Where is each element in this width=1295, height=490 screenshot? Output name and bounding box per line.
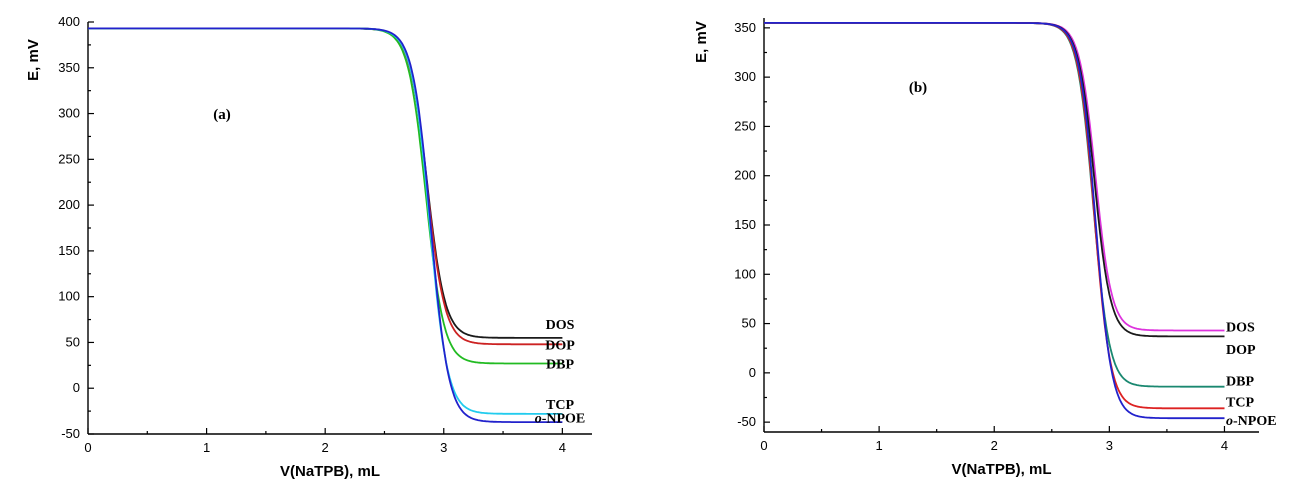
- x-tick-label: 3: [440, 440, 447, 455]
- y-tick-label: 350: [58, 60, 80, 75]
- x-tick-label: 4: [1221, 438, 1228, 453]
- series-line-dop: [88, 27, 563, 346]
- series-label-prefix: o: [1226, 414, 1233, 429]
- series-label-o-npoe: o-NPOE: [535, 412, 586, 427]
- y-tick-label: 250: [734, 118, 756, 133]
- series-label-text: DOP: [1226, 343, 1256, 358]
- x-tick-label: 2: [991, 438, 998, 453]
- y-tick-label: -50: [61, 426, 80, 441]
- y-axis-title: E, mV: [693, 21, 710, 63]
- series-label-text: DOS: [546, 318, 575, 333]
- y-tick-label: 350: [734, 20, 756, 35]
- series-line-dop: [764, 22, 1225, 338]
- x-tick-label: 3: [1106, 438, 1113, 453]
- y-tick-label: 200: [58, 197, 80, 212]
- series-label-dos: DOS: [546, 318, 575, 333]
- x-tick-label: 0: [760, 438, 767, 453]
- series-line-tcp: [764, 22, 1225, 410]
- y-axis-title: E, mV: [25, 39, 42, 81]
- y-tick-label: 0: [749, 365, 756, 380]
- series-label-dop: DOP: [545, 338, 575, 353]
- x-tick-label: 1: [203, 440, 210, 455]
- x-axis-title: V(NaTPB), mL: [280, 463, 380, 480]
- y-tick-label: 50: [742, 316, 756, 331]
- series-label-text: DOS: [1226, 321, 1255, 336]
- series-label-text: -NPOE: [1233, 414, 1277, 429]
- x-axis-title: V(NaTPB), mL: [951, 461, 1051, 478]
- series-line-o-npoe: [88, 27, 563, 423]
- series-label-text: TCP: [546, 398, 574, 413]
- x-tick-label: 0: [84, 440, 91, 455]
- chart-panel-b: -50 0 50 100 150 200 250 300 350 0 1 2 3 4 V(NaTPB), m…: [693, 18, 1277, 478]
- y-tick-label: 50: [66, 334, 80, 349]
- x-tick-label: 4: [559, 440, 566, 455]
- series-label-text: -NPOE: [542, 412, 586, 427]
- series-label-tcp: TCP: [546, 398, 574, 413]
- y-tick-label: 300: [58, 106, 80, 121]
- series-line-dbp: [764, 22, 1225, 388]
- y-tick-label: 100: [734, 266, 756, 281]
- y-tick-label: 300: [734, 69, 756, 84]
- series-label-dos: DOS: [1226, 321, 1255, 336]
- series-label-dbp: DBP: [1226, 375, 1254, 390]
- series-label-text: TCP: [1226, 395, 1254, 410]
- series-label-dbp: DBP: [546, 358, 574, 373]
- y-tick-label: 200: [734, 168, 756, 183]
- series-label-text: DBP: [546, 358, 574, 373]
- y-tick-label: 100: [58, 289, 80, 304]
- series-line-dbp: [88, 27, 563, 365]
- y-tick-label: -50: [737, 414, 756, 429]
- series-line-dos: [88, 27, 563, 339]
- series-label-o-npoe: o-NPOE: [1226, 414, 1277, 429]
- series-line-tcp: [88, 27, 563, 415]
- series-label-dop: DOP: [1226, 343, 1256, 358]
- x-tick-label: 2: [322, 440, 329, 455]
- y-tick-label: 400: [58, 14, 80, 29]
- series-label-text: DOP: [545, 338, 575, 353]
- series-label-tcp: TCP: [1226, 395, 1254, 410]
- panel-label: (a): [213, 107, 231, 123]
- chart-panel-a: -50 0 50 100 150 200 250 300 350 400 0 1 2 3 4 V(NaTPB)…: [25, 14, 592, 480]
- y-tick-label: 150: [734, 217, 756, 232]
- series-line-o-npoe: [764, 22, 1225, 420]
- y-tick-label: 250: [58, 151, 80, 166]
- y-tick-label: 150: [58, 243, 80, 258]
- panel-label: (b): [909, 80, 927, 96]
- series-line-dos: [764, 22, 1225, 332]
- y-tick-label: 0: [73, 380, 80, 395]
- series-label-prefix: o: [535, 412, 542, 427]
- series-label-text: DBP: [1226, 375, 1254, 390]
- x-tick-label: 1: [875, 438, 882, 453]
